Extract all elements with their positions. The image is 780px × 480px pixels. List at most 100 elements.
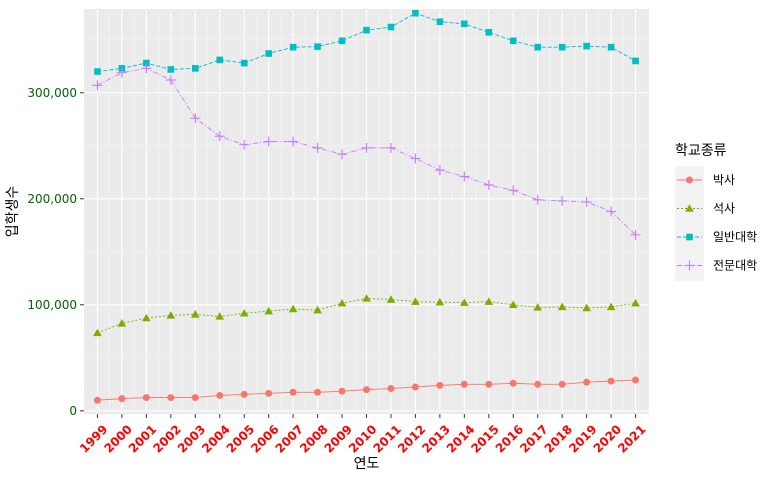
legend-label: 일반대학 [713, 230, 757, 244]
data-point [509, 379, 517, 387]
data-point [142, 394, 150, 402]
data-point [117, 319, 127, 327]
data-point [363, 386, 370, 394]
data-point [116, 67, 127, 78]
data-point [362, 294, 371, 302]
x-tick-label: 2021 [615, 422, 649, 456]
data-point [314, 388, 322, 396]
data-point [557, 302, 567, 311]
legend-label: 전문대학 [713, 259, 757, 273]
data-point [313, 305, 322, 314]
grid-minor [84, 9, 649, 414]
y-tick-label: 300,000 [27, 86, 77, 100]
data-point [534, 43, 542, 51]
data-point [143, 59, 150, 67]
series-2 [93, 294, 640, 337]
data-point [94, 68, 101, 75]
data-point [165, 75, 176, 86]
data-point [460, 298, 469, 306]
data-point [509, 37, 517, 45]
data-point [142, 313, 151, 322]
legend-marker [685, 204, 694, 212]
data-point [166, 311, 176, 319]
data-point [118, 395, 126, 403]
data-point [534, 380, 542, 388]
data-point [190, 113, 201, 124]
y-tick-label: 100,000 [27, 298, 77, 312]
data-point [607, 43, 615, 51]
data-point [338, 37, 346, 45]
data-point [508, 300, 518, 309]
data-point [215, 312, 225, 320]
data-point [337, 149, 348, 160]
series-1 [93, 376, 640, 404]
data-point [532, 194, 543, 205]
data-point [606, 302, 616, 311]
data-point [289, 43, 297, 51]
data-point [558, 380, 566, 388]
data-point [533, 303, 543, 311]
data-point [632, 57, 639, 65]
data-point [363, 26, 370, 34]
legend-marker [684, 260, 695, 271]
data-point [632, 376, 640, 384]
data-point [630, 229, 641, 240]
data-point [581, 196, 592, 207]
series-3 [94, 9, 639, 75]
y-tick-label: 0 [69, 404, 77, 418]
data-point [338, 387, 346, 395]
data-point [93, 328, 102, 337]
legend-item: 전문대학 [677, 259, 757, 273]
data-point [387, 385, 395, 393]
data-point [337, 298, 347, 307]
data-point [460, 380, 468, 388]
data-point [386, 295, 396, 303]
data-point [191, 65, 199, 72]
series-4 [92, 63, 641, 240]
data-point [239, 308, 249, 317]
data-point [436, 381, 444, 389]
data-point [214, 131, 225, 142]
data-point [583, 42, 590, 50]
data-point [485, 380, 493, 388]
legend-marker [686, 176, 693, 184]
data-point [484, 297, 494, 305]
legend-title: 학교종류 [675, 143, 727, 159]
data-point [141, 63, 152, 74]
data-point [216, 391, 224, 399]
data-point [92, 80, 103, 91]
data-point [289, 388, 297, 396]
data-point [264, 306, 273, 315]
legend-item: 석사 [677, 202, 735, 216]
y-axis-title: 입학생수 [5, 186, 21, 238]
data-point [557, 195, 568, 206]
series-line [97, 67, 636, 236]
data-point [485, 29, 493, 36]
data-point [508, 185, 519, 196]
data-point [385, 142, 396, 153]
data-point [583, 378, 591, 386]
data-point [216, 56, 224, 64]
x-axis-ticks: 1999200020012002200320042005200620072008… [77, 414, 649, 456]
data-point [239, 139, 250, 150]
y-tick-label: 200,000 [27, 192, 77, 206]
data-point [190, 310, 200, 318]
data-point [411, 297, 420, 305]
data-point [412, 9, 419, 17]
data-point [240, 390, 248, 398]
data-point [93, 396, 101, 404]
data-point [265, 50, 272, 57]
data-point [558, 43, 566, 51]
data-point [167, 394, 175, 402]
data-point [461, 20, 468, 28]
data-point [288, 136, 299, 147]
x-axis-title: 연도 [354, 456, 380, 472]
data-point [361, 142, 372, 153]
legend-label: 박사 [713, 173, 735, 187]
data-point [191, 394, 199, 402]
legend-label: 석사 [713, 202, 735, 216]
data-point [436, 18, 444, 26]
legend-item: 일반대학 [677, 230, 757, 244]
